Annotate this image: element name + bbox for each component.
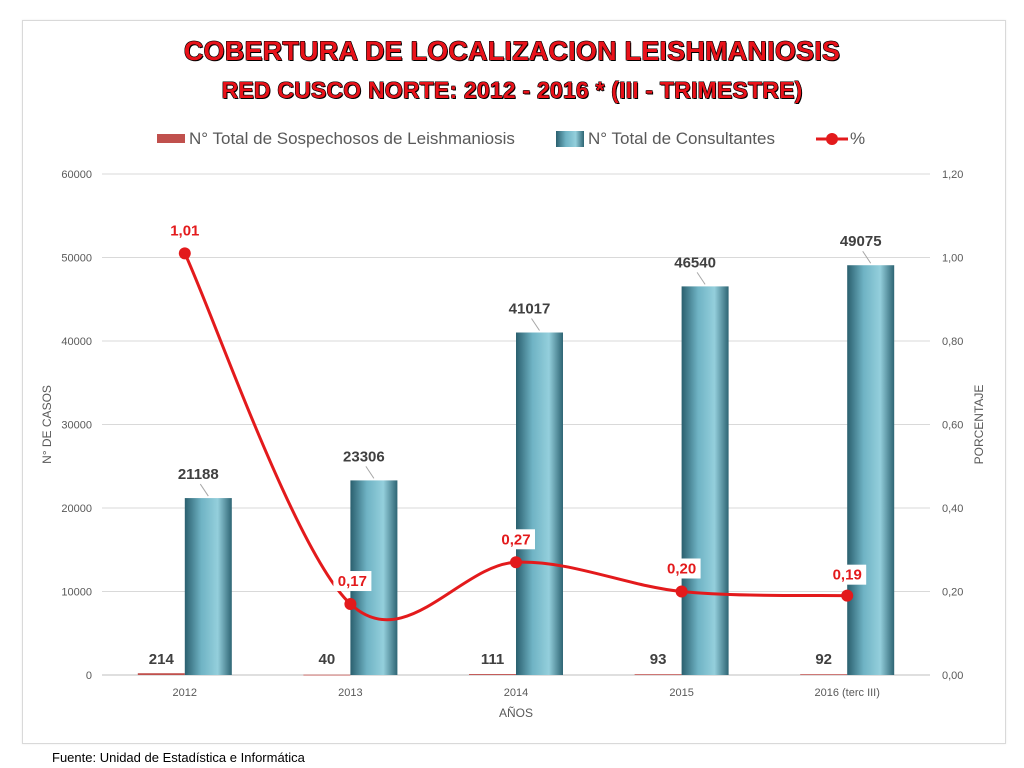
consultants-data-label: 23306: [343, 448, 385, 465]
suspects-bar: [469, 674, 516, 675]
x-tick-label: 2012: [173, 687, 197, 699]
x-tick-label: 2013: [338, 687, 362, 699]
consultants-data-label: 46540: [674, 254, 716, 271]
consultants-bar: [516, 332, 563, 675]
label-leader-line: [199, 483, 209, 497]
suspects-data-label: 111: [481, 651, 504, 668]
x-tick-label: 2015: [669, 687, 693, 699]
percent-label-bg: [828, 564, 867, 585]
bars: [137, 265, 895, 676]
consultants-bar: [681, 286, 729, 675]
source-note: Fuente: Unidad de Estadística e Informát…: [52, 750, 305, 765]
y2-tick-label: 0,60: [942, 420, 963, 432]
percent-line: [183, 252, 848, 622]
percent-point: [510, 556, 522, 569]
consultants-bar: [184, 498, 232, 675]
suspects-data-label: 214: [149, 651, 175, 668]
label-leader-line: [531, 318, 540, 331]
legend-label-suspects: N° Total de Sospechosos de Leishmaniosis: [189, 129, 515, 148]
legend-swatch-consultants: [556, 131, 584, 147]
chart-title: COBERTURA DE LOCALIZACION LEISHMANIOSIS: [183, 36, 841, 66]
x-tick-label: 2016 (terc III): [814, 687, 879, 699]
suspects-bar: [303, 674, 351, 676]
y2-tick-label: 0,00: [942, 670, 963, 682]
consultants-bar: [847, 265, 895, 675]
y2-tick-label: 0,20: [942, 587, 963, 599]
percent-point: [344, 598, 357, 611]
percent-line-layer: [178, 247, 854, 622]
percent-data-label: 0,19: [833, 567, 862, 584]
y-axis-title: N° DE CASOS: [40, 385, 54, 464]
percent-point: [675, 585, 688, 598]
percent-label-bg: [662, 558, 701, 579]
suspects-bar: [634, 674, 682, 676]
legend-swatch-percent-marker: [826, 133, 838, 145]
percent-label-bg: [165, 220, 204, 241]
label-leader-line: [365, 466, 375, 479]
percent-data-label: 1,01: [170, 222, 199, 239]
y-tick-label: 10000: [61, 587, 92, 599]
legend-label-consultants: N° Total de Consultantes: [588, 129, 775, 148]
percent-point: [841, 589, 854, 602]
label-leader-line: [862, 250, 872, 264]
percent-point: [178, 247, 191, 260]
legend: N° Total de Sospechosos de Leishmaniosis…: [157, 129, 865, 148]
y-tick-label: 60000: [61, 169, 92, 181]
y-tick-label: 20000: [61, 503, 92, 515]
suspects-bar: [137, 673, 185, 675]
x-tick-label: 2014: [504, 687, 528, 699]
percent-label-bg: [333, 571, 372, 592]
data-labels: 214 21188 40 23306 111 41017 93 46540 92 49075 1,0…: [149, 220, 882, 668]
percent-data-label: 0,20: [667, 561, 696, 578]
suspects-data-label: 92: [815, 651, 832, 668]
consultants-data-label: 41017: [509, 301, 551, 318]
y2-tick-label: 1,00: [942, 253, 963, 265]
suspects-bar: [800, 674, 848, 676]
chart-subtitle: RED CUSCO NORTE: 2012 - 2016 * (III - TR…: [221, 77, 803, 103]
y2-axis-title: PORCENTAJE: [972, 385, 986, 465]
y2-tick-label: 1,20: [942, 169, 963, 181]
consultants-data-label: 21188: [178, 466, 219, 483]
y2-tick-label: 0,80: [942, 336, 963, 348]
percent-label-bg: [497, 529, 535, 550]
suspects-data-label: 93: [650, 651, 667, 668]
y-tick-label: 50000: [61, 253, 92, 265]
suspects-data-label: 40: [319, 651, 336, 668]
legend-label-percent: %: [850, 129, 865, 148]
y-tick-label: 0: [86, 670, 92, 682]
label-leader-line: [696, 272, 706, 285]
legend-swatch-suspects: [157, 134, 185, 143]
y-tick-label: 40000: [61, 336, 92, 348]
consultants-data-label: 49075: [840, 233, 882, 250]
y2-tick-label: 0,40: [942, 503, 963, 515]
percent-data-label: 0,17: [338, 573, 367, 590]
axes: 0 10000 20000 30000 40000 50000 60000 0,00 0,20 0…: [40, 169, 986, 720]
percent-data-label: 0,27: [501, 531, 530, 548]
x-axis-title: AÑOS: [499, 706, 533, 720]
y-tick-label: 30000: [61, 420, 92, 432]
